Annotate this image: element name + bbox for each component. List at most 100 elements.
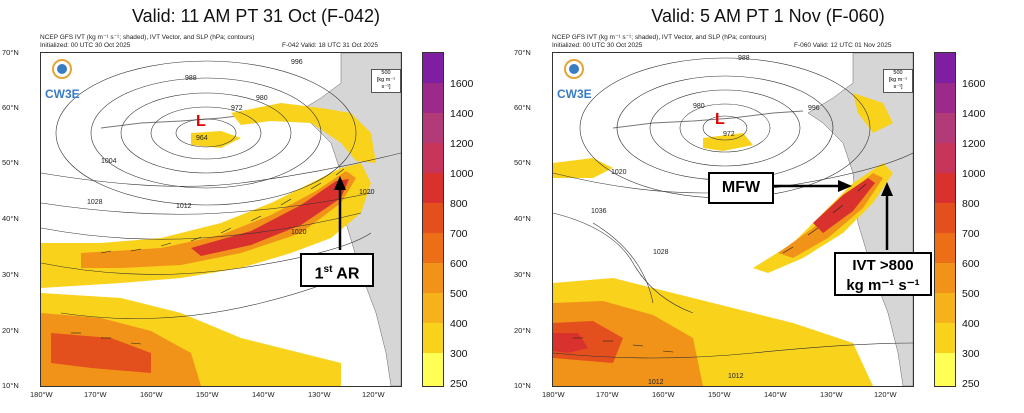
right-contour-label: 1012 [648,379,664,386]
colorbar-tick: 400 [962,318,980,330]
colorbar-segment [423,263,443,293]
vector-legend-value: 500 [381,70,391,76]
right-low-pressure-value: 972 [723,131,735,138]
right-low-pressure-marker: L [715,111,725,128]
cw3e-logo-text: CW3E [45,87,80,101]
left-header-line2: Initialized: 00 UTC 30 Oct 2025 [40,42,131,49]
colorbar-segment [935,113,955,143]
ivt-threshold-line1: IVT >800 [852,257,914,274]
right-callout-arrows [774,180,893,250]
left-contour-label: 1020 [359,189,375,196]
left-contour-label: 1012 [176,203,192,210]
left-low-pressure-marker: L [196,113,206,130]
colorbar-tick: 500 [450,288,468,300]
colorbar-tick: 600 [962,258,980,270]
colorbar-segment [423,353,443,386]
colorbar-segment [935,203,955,233]
right-contour-label: 1012 [728,373,744,380]
left-map-graphic [41,53,401,386]
colorbar-tick: 500 [962,288,980,300]
lon-label: 160°W [652,390,675,399]
colorbar-segment [423,83,443,113]
left-contour-label: 980 [256,95,268,102]
lon-label: 180°W [542,390,565,399]
left-header-valid: F-042 Valid: 18 UTC 31 Oct 2025 [282,42,378,49]
ivt-threshold-line2: kg m⁻¹ s⁻¹ [846,277,920,294]
colorbar-tick: 1200 [962,138,986,150]
lon-label: 120°W [874,390,897,399]
colorbar-tick: 700 [962,228,980,240]
right-contour-label: 996 [808,105,820,112]
right-header-valid: F-060 Valid: 12 UTC 01 Nov 2025 [794,42,892,49]
colorbar-tick: 700 [450,228,468,240]
colorbar-tick: 1000 [962,168,986,180]
left-map-panel: Valid: 11 AM PT 31 Oct (F-042) NCEP GFS … [2,6,474,399]
lon-label: 130°W [308,390,331,399]
colorbar-tick: 1600 [450,78,474,90]
left-ivt-colorbar [422,52,444,387]
right-header-line1: NCEP GFS IVT (kg m⁻¹ s⁻¹; shaded), IVT V… [552,34,767,41]
mfw-callout: MFW [708,172,774,204]
colorbar-tick: 400 [450,318,468,330]
colorbar-segment [423,293,443,323]
colorbar-segment [423,173,443,203]
right-contour-label: 980 [693,103,705,110]
lat-label: 40°N [2,214,19,223]
left-contour-label: 988 [185,75,197,82]
right-ivt-map: L 972 988 980 996 1020 1036 1028 1012 10… [552,52,914,387]
colorbar-segment [935,233,955,263]
colorbar-segment [423,53,443,83]
colorbar-segment [935,143,955,173]
ivt-threshold-callout: IVT >800 kg m⁻¹ s⁻¹ [834,252,932,296]
colorbar-segment [423,143,443,173]
lat-label: 60°N [2,103,19,112]
right-contour-label: 1020 [611,169,627,176]
colorbar-tick: 800 [962,198,980,210]
lat-label: 70°N [2,48,19,57]
cw3e-logo-text: CW3E [557,87,592,101]
colorbar-tick: 250 [962,378,980,390]
colorbar-segment [935,83,955,113]
right-map-panel: Valid: 5 AM PT 1 Nov (F-060) NCEP GFS IV… [512,0,1024,413]
colorbar-tick: 250 [450,378,468,390]
cw3e-logo-icon [52,59,72,79]
left-panel-title: Valid: 11 AM PT 31 Oct (F-042) [131,6,381,26]
lat-label: 30°N [514,270,531,279]
left-contour-label: 1020 [291,229,307,236]
left-contour-label: 1028 [87,199,103,206]
lon-label: 150°W [196,390,219,399]
lat-label: 20°N [2,326,19,335]
left-contour-label: 996 [291,59,303,66]
lat-label: 70°N [514,48,531,57]
cw3e-logo-icon [564,59,584,79]
lon-label: 170°W [84,390,107,399]
right-contour-label: 1036 [591,208,607,215]
lat-label: 50°N [514,158,531,167]
vector-legend-units: [kg m⁻¹ s⁻¹] [888,77,908,90]
right-map-graphic [553,53,913,386]
lon-label: 150°W [708,390,731,399]
right-panel-title: Valid: 5 AM PT 1 Nov (F-060) [651,6,885,26]
lat-label: 60°N [514,103,531,112]
first-ar-callout: 1st AR [300,253,374,287]
colorbar-segment [423,203,443,233]
lat-label: 10°N [514,381,531,390]
right-header-line2: Initialized: 00 UTC 30 Oct 2025 [552,42,643,49]
right-ivt-colorbar [934,52,956,387]
colorbar-tick: 300 [962,348,980,360]
colorbar-segment [423,233,443,263]
left-callout-arrow [334,176,346,250]
lon-label: 130°W [820,390,843,399]
colorbar-segment [935,353,955,386]
colorbar-tick: 1400 [962,108,986,120]
right-vector-legend: 500 [kg m⁻¹ s⁻¹] [883,69,913,93]
right-contour-label: 988 [738,55,750,62]
colorbar-segment [935,323,955,353]
colorbar-tick: 600 [450,258,468,270]
lon-label: 140°W [252,390,275,399]
lon-label: 140°W [764,390,787,399]
colorbar-tick: 1000 [450,168,474,180]
lon-label: 170°W [596,390,619,399]
colorbar-tick: 800 [450,198,468,210]
lat-label: 20°N [514,326,531,335]
